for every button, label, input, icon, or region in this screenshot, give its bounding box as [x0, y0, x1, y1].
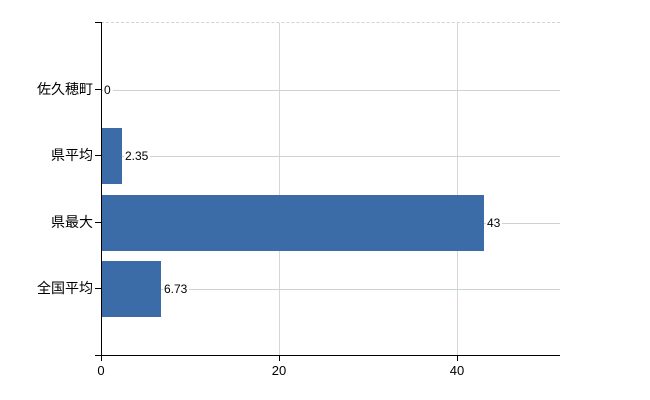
- vertical-gridline: [279, 23, 280, 356]
- x-tick-label: 0: [97, 363, 105, 378]
- y-axis-tick: [95, 89, 101, 90]
- row-gridline: [101, 156, 560, 157]
- value-label: 43: [486, 215, 503, 231]
- x-axis: [95, 355, 560, 356]
- category-label: 県最大: [51, 214, 93, 230]
- row-gridline: [101, 289, 560, 290]
- value-label: 2.35: [124, 148, 151, 164]
- value-label: 0: [103, 82, 113, 98]
- y-axis-tick: [95, 222, 101, 223]
- value-label: 6.73: [163, 281, 190, 297]
- bar: [101, 261, 161, 317]
- x-axis-tick: [457, 355, 458, 361]
- row-gridline: [101, 90, 560, 91]
- bar: [101, 128, 122, 184]
- y-axis-endcap: [95, 22, 101, 23]
- x-tick-label: 20: [271, 363, 287, 378]
- y-axis-tick: [95, 155, 101, 156]
- bar: [101, 195, 484, 251]
- y-axis: [101, 22, 102, 355]
- category-label: 全国平均: [37, 280, 93, 296]
- x-axis-tick: [279, 355, 280, 361]
- category-label: 県平均: [51, 147, 93, 163]
- x-axis-tick: [101, 355, 102, 361]
- x-tick-label: 40: [449, 363, 465, 378]
- y-axis-tick: [95, 288, 101, 289]
- vertical-gridline: [457, 23, 458, 356]
- category-label: 佐久穂町: [37, 81, 93, 97]
- plot-area: 0 2.35 43 6.73: [101, 22, 560, 356]
